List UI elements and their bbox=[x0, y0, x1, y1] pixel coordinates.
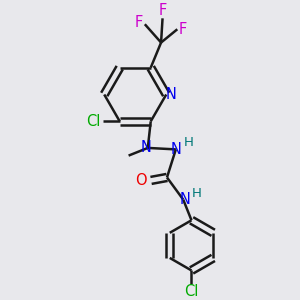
Text: O: O bbox=[136, 173, 147, 188]
Text: F: F bbox=[158, 3, 167, 18]
Text: H: H bbox=[183, 136, 193, 148]
Text: H: H bbox=[192, 187, 202, 200]
Text: F: F bbox=[135, 15, 143, 30]
Text: Cl: Cl bbox=[184, 284, 199, 299]
Text: F: F bbox=[179, 22, 187, 37]
Text: N: N bbox=[179, 192, 190, 207]
Text: N: N bbox=[170, 142, 181, 157]
Text: N: N bbox=[166, 87, 177, 102]
Text: Cl: Cl bbox=[86, 114, 100, 129]
Text: N: N bbox=[141, 140, 152, 155]
